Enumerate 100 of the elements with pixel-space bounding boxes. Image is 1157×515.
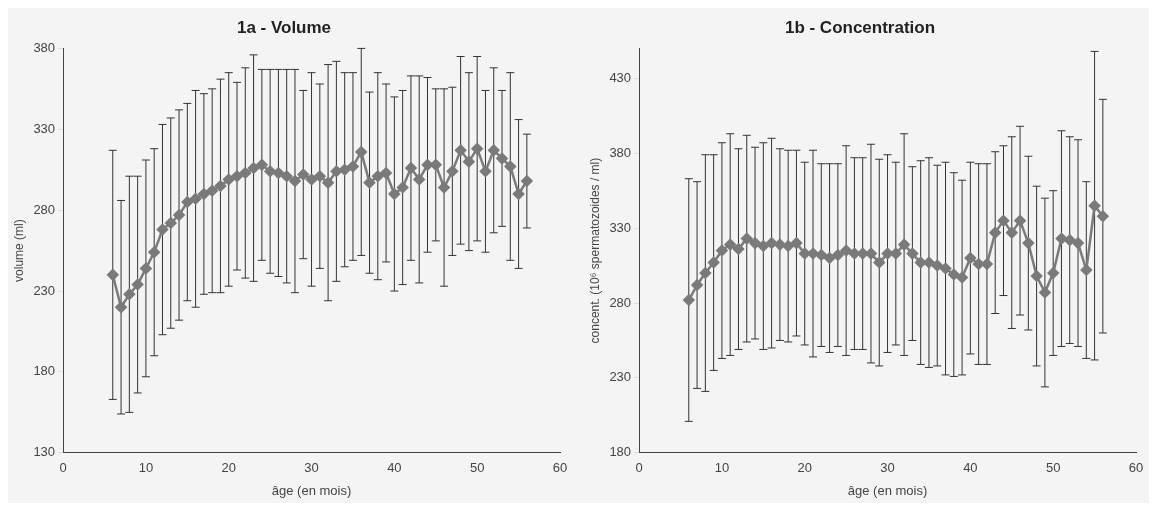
- point: [454, 144, 467, 157]
- y-axis-title: volume (ml): [11, 219, 26, 282]
- point: [956, 271, 968, 284]
- y-tick-label: 230: [609, 369, 632, 385]
- x-tick-label: 0: [635, 460, 643, 476]
- point: [1039, 286, 1051, 299]
- point: [732, 243, 745, 255]
- x-tick-label: 60: [552, 460, 568, 476]
- point: [890, 247, 902, 260]
- point: [716, 244, 728, 257]
- point: [873, 256, 886, 269]
- x-tick-label: 50: [469, 460, 485, 476]
- point: [683, 294, 695, 306]
- point: [396, 181, 409, 194]
- point: [997, 214, 1010, 227]
- point: [1088, 199, 1101, 212]
- x-tick-label: 30: [304, 460, 319, 476]
- point: [948, 268, 960, 281]
- x-tick-label: 10: [138, 460, 154, 476]
- point: [939, 262, 952, 275]
- point: [140, 262, 152, 275]
- point: [181, 196, 194, 208]
- point: [707, 256, 720, 269]
- point: [438, 181, 450, 194]
- point: [989, 226, 1001, 239]
- point: [256, 159, 268, 171]
- point: [264, 165, 276, 178]
- point: [1006, 226, 1018, 239]
- point: [823, 252, 836, 264]
- point: [156, 223, 169, 236]
- point: [1022, 237, 1035, 249]
- point: [372, 170, 384, 182]
- point: [923, 256, 935, 269]
- point: [289, 175, 301, 187]
- point: [1072, 237, 1084, 249]
- point: [115, 301, 127, 313]
- point: [165, 217, 177, 229]
- point: [355, 146, 367, 158]
- point: [363, 176, 376, 189]
- point: [496, 152, 508, 165]
- point: [840, 244, 852, 257]
- point: [964, 252, 977, 264]
- chart-title: 1b - Concentration: [784, 17, 936, 37]
- point: [1055, 232, 1068, 245]
- point: [338, 163, 351, 176]
- point: [413, 173, 425, 186]
- point: [272, 167, 285, 179]
- point: [749, 237, 761, 249]
- point: [1047, 267, 1059, 279]
- point: [189, 193, 202, 205]
- point: [148, 246, 160, 258]
- point: [330, 165, 343, 178]
- y-tick-label: 180: [609, 444, 632, 460]
- point: [1080, 264, 1093, 276]
- point: [1030, 270, 1043, 282]
- point: [231, 170, 243, 182]
- y-tick-label: 280: [33, 201, 56, 217]
- y-tick-label: 330: [33, 120, 56, 136]
- point: [906, 247, 919, 260]
- y-tick-label: 330: [609, 219, 632, 235]
- point: [247, 162, 260, 174]
- point: [280, 170, 293, 182]
- point: [724, 238, 736, 251]
- point: [782, 240, 794, 252]
- x-tick-label: 10: [714, 460, 730, 476]
- point: [322, 176, 334, 189]
- point: [479, 165, 492, 178]
- point: [741, 232, 753, 245]
- chart-title: 1a - Volume: [236, 17, 332, 37]
- point: [123, 288, 136, 301]
- y-tick-label: 180: [33, 363, 56, 379]
- point: [1014, 214, 1026, 227]
- point: [198, 188, 210, 200]
- point: [757, 240, 770, 252]
- y-tick-label: 230: [33, 282, 56, 298]
- point: [222, 173, 235, 186]
- point: [832, 249, 844, 261]
- point: [314, 170, 326, 182]
- y-tick-label: 430: [609, 69, 632, 85]
- y-axis-title: concent. (10⁶ spermatozoides / ml): [587, 157, 602, 344]
- y-tick-label: 380: [609, 144, 632, 160]
- x-tick-label: 60: [1128, 460, 1144, 476]
- x-tick-label: 20: [797, 460, 812, 476]
- point: [107, 269, 119, 281]
- point: [699, 267, 712, 279]
- point: [471, 142, 483, 155]
- point: [1097, 210, 1109, 222]
- x-axis-title: âge (en mois): [271, 482, 352, 498]
- point: [504, 160, 517, 173]
- point: [765, 237, 778, 249]
- point: [131, 278, 144, 291]
- point: [380, 167, 392, 179]
- point: [430, 159, 442, 171]
- point: [463, 155, 475, 168]
- point: [521, 175, 533, 187]
- x-tick-label: 20: [221, 460, 236, 476]
- point: [173, 209, 185, 221]
- point: [815, 249, 828, 261]
- point: [214, 180, 227, 192]
- point: [388, 188, 401, 200]
